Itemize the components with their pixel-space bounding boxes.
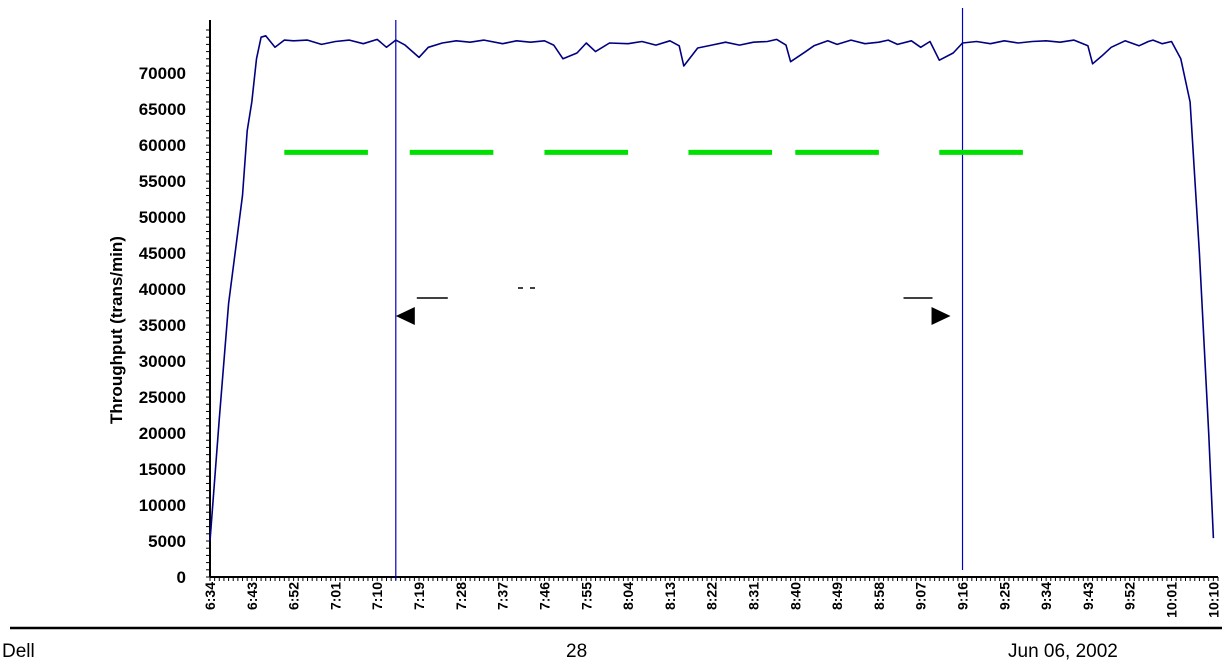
y-tick-label: 70000: [139, 64, 186, 83]
x-tick-label: 8:22: [704, 582, 720, 610]
footer-page-number: 28: [566, 641, 588, 662]
measurement-interval: [395, 8, 964, 580]
x-tick-label: 10:10: [1205, 582, 1221, 618]
y-tick-label: 25000: [139, 388, 186, 407]
x-tick-label: 8:49: [829, 582, 845, 610]
x-tick-label: 9:07: [913, 582, 929, 610]
y-tick-label: 50000: [139, 208, 186, 227]
x-tick-label: 6:52: [286, 582, 302, 610]
footer-left: Dell: [2, 641, 35, 662]
x-tick-label: 9:34: [1038, 582, 1054, 610]
axes: [10, 20, 1222, 630]
x-tick-label: 9:43: [1080, 582, 1096, 610]
x-tick-label: 8:13: [662, 582, 678, 610]
y-tick-label: 40000: [139, 280, 186, 299]
x-tick-label: 7:10: [369, 582, 385, 610]
x-tick-label: 7:55: [578, 582, 594, 610]
x-tick-label: 8:40: [787, 582, 803, 610]
y-tick-label: 0: [177, 568, 186, 587]
x-tick-label: 8:58: [871, 582, 887, 610]
footer-date: Jun 06, 2002: [1008, 641, 1118, 662]
y-tick-label: 65000: [139, 100, 186, 119]
x-tick-label: 8:31: [745, 582, 761, 610]
x-tick-label: 9:16: [955, 582, 971, 610]
x-tick-label: 9:52: [1122, 582, 1138, 610]
x-tick-label: 7:28: [453, 582, 469, 610]
y-tick-label: 45000: [139, 244, 186, 263]
y-tick-label: 55000: [139, 172, 186, 191]
x-tick-label: 7:46: [536, 582, 552, 610]
x-axis-ticks: 6:34 6:43 6:52 7:01 7:10 7:19 7:28 7:37 7:46 7:55…: [202, 582, 1221, 618]
annotations: [395, 287, 951, 325]
y-tick-label: 60000: [139, 136, 186, 155]
interval-end-arrow: [931, 307, 951, 325]
y-tick-label: 20000: [139, 424, 186, 443]
y-tick-label: 10000: [139, 496, 186, 515]
throughput-series: [209, 35, 1215, 542]
y-tick-label: 30000: [139, 352, 186, 371]
x-tick-label: 9:25: [996, 582, 1012, 610]
x-tick-label: 7:37: [495, 582, 511, 610]
y-axis-ticks: 0 5000 10000 15000 20000 25000 30000 35000 40000…: [139, 64, 186, 587]
y-axis-label: Throughput (trans/min): [107, 236, 126, 424]
x-tick-label: 6:43: [244, 582, 260, 610]
interval-start-arrow: [395, 307, 415, 325]
y-tick-label: 5000: [148, 532, 186, 551]
x-tick-label: 10:01: [1164, 582, 1180, 618]
x-tick-label: 8:04: [620, 582, 636, 610]
x-tick-label: 7:01: [327, 582, 343, 610]
y-tick-label: 15000: [139, 460, 186, 479]
x-tick-label: 7:19: [411, 582, 427, 610]
y-tick-label: 35000: [139, 316, 186, 335]
series: [209, 35, 1215, 542]
x-tick-label: 6:34: [202, 582, 218, 610]
